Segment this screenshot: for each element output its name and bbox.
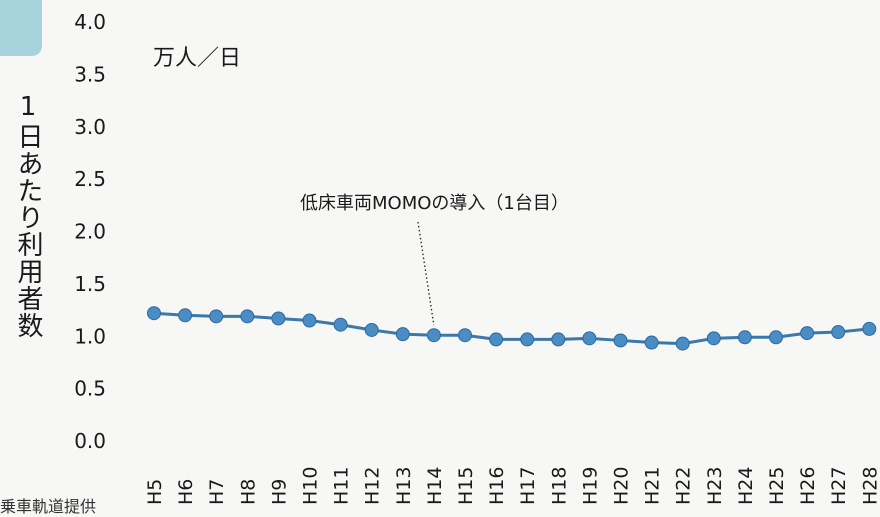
series-markers: [147, 306, 877, 351]
y-tick-labels: 0.0 0.5 1.0 1.5 2.0 2.5 3.0 3.5 4.0: [74, 10, 106, 453]
x-tick-label: H16: [486, 467, 508, 505]
data-point: [333, 317, 348, 332]
data-point: [675, 336, 690, 351]
x-tick-label: H20: [611, 467, 633, 505]
source-note: 乗車軌道提供: [0, 497, 97, 516]
x-tick-label: H21: [642, 467, 664, 505]
x-tick-label: H7: [206, 479, 228, 505]
x-tick-label: H9: [268, 479, 290, 505]
x-tick-label: H12: [362, 467, 384, 505]
x-tick-label: H19: [579, 467, 601, 505]
y-tick-label: 1.5: [74, 272, 106, 296]
x-tick-label: H8: [237, 479, 259, 505]
annotation-text: 低床車両MOMOの導入（1台目）: [300, 193, 569, 214]
data-point: [489, 332, 504, 347]
data-point: [147, 306, 161, 321]
x-tick-label: H26: [797, 467, 819, 505]
x-tick-label: H18: [548, 467, 570, 505]
x-tick-label: H6: [175, 479, 197, 505]
x-tick-label: H17: [517, 467, 539, 505]
y-tick-label: 2.5: [74, 167, 106, 191]
x-tick-label: H24: [735, 467, 757, 505]
y-tick-label: 3.0: [74, 115, 106, 139]
y-axis-label: 1日あたり利用者数: [13, 92, 43, 339]
data-point: [551, 332, 566, 347]
x-tick-label: H22: [673, 467, 695, 505]
data-point: [800, 326, 815, 341]
data-point: [240, 309, 255, 324]
y-tick-label: 0.0: [74, 429, 106, 453]
data-point: [302, 313, 317, 328]
data-point: [209, 309, 224, 324]
data-point: [737, 330, 752, 345]
data-point: [862, 321, 877, 336]
annotation-leader-line: [417, 221, 435, 326]
data-point: [706, 331, 721, 346]
x-tick-label: H5: [144, 479, 166, 505]
data-point: [458, 328, 472, 343]
x-tick-label: H15: [455, 467, 477, 505]
x-tick-label: H14: [424, 467, 446, 505]
x-tick-label: H23: [704, 467, 726, 505]
x-tick-labels: H5 H6 H7 H8 H9 H10 H11 H12 H13 H14 H15 H16 H17 H18 H19…: [144, 467, 880, 505]
unit-label: 万人／日: [153, 46, 242, 71]
data-point: [364, 322, 379, 337]
y-tick-label: 4.0: [74, 10, 106, 34]
data-point: [395, 327, 410, 342]
data-point: [520, 332, 535, 347]
x-tick-label: H28: [859, 467, 880, 505]
data-point: [831, 325, 846, 340]
data-point: [769, 330, 783, 345]
x-tick-label: H11: [331, 467, 353, 505]
y-tick-label: 3.5: [74, 62, 106, 86]
data-point: [426, 328, 441, 343]
data-point: [644, 335, 659, 350]
x-tick-label: H27: [828, 467, 850, 505]
x-tick-label: H10: [300, 467, 322, 505]
data-point: [178, 308, 193, 323]
y-tick-label: 1.0: [74, 324, 106, 348]
data-point: [271, 311, 286, 326]
y-tick-label: 2.0: [74, 220, 106, 244]
corner-tab: [0, 0, 42, 56]
x-tick-label: H13: [393, 467, 415, 505]
y-tick-label: 0.5: [74, 377, 106, 401]
series-line: [153, 311, 870, 346]
data-point: [613, 333, 628, 348]
data-point: [582, 331, 597, 346]
x-tick-label: H25: [766, 467, 788, 505]
